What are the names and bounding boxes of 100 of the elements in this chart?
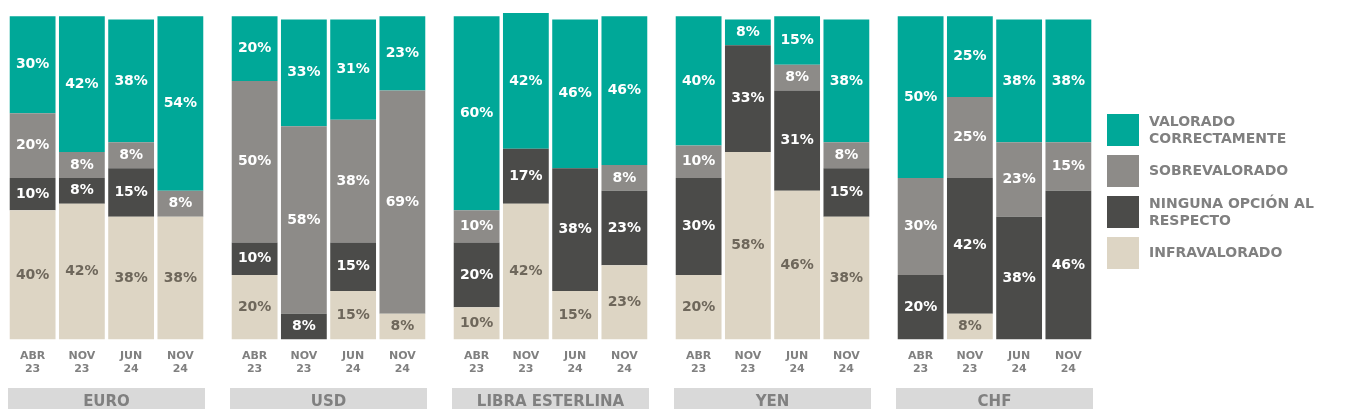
data-label: 23% xyxy=(607,218,642,235)
data-label: 23% xyxy=(607,293,642,310)
data-label: 20% xyxy=(681,297,716,314)
bar xyxy=(946,177,993,314)
x-tick-label: ABR 23 xyxy=(463,349,490,376)
data-label: 42% xyxy=(65,262,99,279)
data-label: 15% xyxy=(336,257,370,274)
data-label: 20% xyxy=(15,136,50,153)
x-tick-label: NOV 23 xyxy=(734,349,762,376)
x-tick-label: JUN 24 xyxy=(341,349,365,376)
x-tick-label: NOV 24 xyxy=(166,349,195,376)
bar xyxy=(108,216,155,340)
data-label: 69% xyxy=(385,192,420,209)
data-label: 10% xyxy=(15,184,50,201)
data-label: 58% xyxy=(287,210,321,227)
bar xyxy=(675,16,722,146)
bar xyxy=(379,90,426,314)
bar xyxy=(774,90,821,191)
data-label: 15% xyxy=(558,305,592,322)
bar xyxy=(946,16,993,98)
bar xyxy=(774,190,821,340)
bar xyxy=(379,16,426,91)
text: YEN xyxy=(674,388,871,409)
data-label: 15% xyxy=(829,183,864,200)
data-label: 8% xyxy=(119,145,144,162)
bar xyxy=(157,216,204,340)
bar xyxy=(823,19,870,143)
data-label: 38% xyxy=(1051,71,1086,88)
data-label: 46% xyxy=(1051,255,1086,272)
data-label: 38% xyxy=(1002,71,1036,88)
bar xyxy=(552,168,599,292)
text: EURO xyxy=(8,388,205,409)
bar xyxy=(823,168,870,217)
data-label: 17% xyxy=(509,166,543,183)
bar xyxy=(330,291,377,340)
bar xyxy=(157,16,204,191)
data-label: 46% xyxy=(607,81,642,98)
x-tick-label: JUN 24 xyxy=(563,349,587,376)
data-label: 40% xyxy=(681,71,716,88)
bar xyxy=(9,210,56,340)
bar xyxy=(601,265,648,340)
data-label: 30% xyxy=(903,217,938,234)
data-label: 33% xyxy=(287,63,321,80)
x-tick-label: JUN 24 xyxy=(1007,349,1031,376)
data-label: 31% xyxy=(780,131,814,148)
data-label: 10% xyxy=(237,249,272,266)
bar xyxy=(897,16,944,178)
legend-label: SOBREVALORADO xyxy=(1149,162,1290,179)
bar xyxy=(1045,190,1092,340)
legend-label: NINGUNA OPCIÓN AL RESPECTO xyxy=(1149,194,1315,229)
data-label: 30% xyxy=(681,217,716,234)
bar xyxy=(675,274,722,340)
data-label: 8% xyxy=(785,68,810,85)
data-label: 42% xyxy=(953,236,987,253)
data-label: 38% xyxy=(558,220,592,237)
data-label: 25% xyxy=(953,47,987,64)
data-label: 38% xyxy=(336,171,370,188)
bar xyxy=(552,19,599,169)
data-label: 15% xyxy=(780,31,814,48)
data-label: 8% xyxy=(390,317,415,334)
legend-label: VALORADO CORRECTAMENTE xyxy=(1149,112,1288,147)
bar xyxy=(897,177,944,275)
legend-label: INFRAVALORADO xyxy=(1149,244,1284,261)
data-label: 46% xyxy=(780,255,814,272)
bar xyxy=(280,19,327,127)
text: LIBRA ESTERLINA xyxy=(452,388,649,409)
bar xyxy=(231,80,278,243)
x-tick-label: NOV 23 xyxy=(956,349,984,376)
bar xyxy=(280,126,327,314)
data-label: 38% xyxy=(1002,268,1036,285)
data-label: 10% xyxy=(459,314,494,331)
bar xyxy=(774,16,821,65)
text: USD xyxy=(230,388,427,409)
x-tick-label: NOV 23 xyxy=(290,349,318,376)
text: CHF xyxy=(896,388,1093,409)
data-label: 58% xyxy=(731,236,765,253)
x-tick-label: NOV 24 xyxy=(388,349,417,376)
data-label: 25% xyxy=(953,128,987,145)
data-label: 38% xyxy=(114,71,148,88)
bar xyxy=(946,97,993,178)
data-label: 20% xyxy=(459,265,494,282)
data-label: 38% xyxy=(114,268,148,285)
data-label: 42% xyxy=(509,71,543,88)
x-tick-label: NOV 23 xyxy=(68,349,96,376)
bar xyxy=(1045,142,1092,191)
data-label: 8% xyxy=(291,317,316,334)
data-label: 8% xyxy=(735,23,760,40)
data-label: 38% xyxy=(829,268,864,285)
bar xyxy=(897,274,944,340)
x-tick-label: ABR 23 xyxy=(241,349,268,376)
data-label: 15% xyxy=(114,183,148,200)
bar xyxy=(502,203,549,340)
data-label: 38% xyxy=(163,268,198,285)
bar xyxy=(823,216,870,340)
data-label: 54% xyxy=(163,94,198,111)
data-label: 20% xyxy=(237,297,272,314)
data-label: 20% xyxy=(237,39,272,56)
bar xyxy=(724,45,771,153)
x-tick-label: NOV 24 xyxy=(832,349,861,376)
bar xyxy=(996,142,1043,217)
